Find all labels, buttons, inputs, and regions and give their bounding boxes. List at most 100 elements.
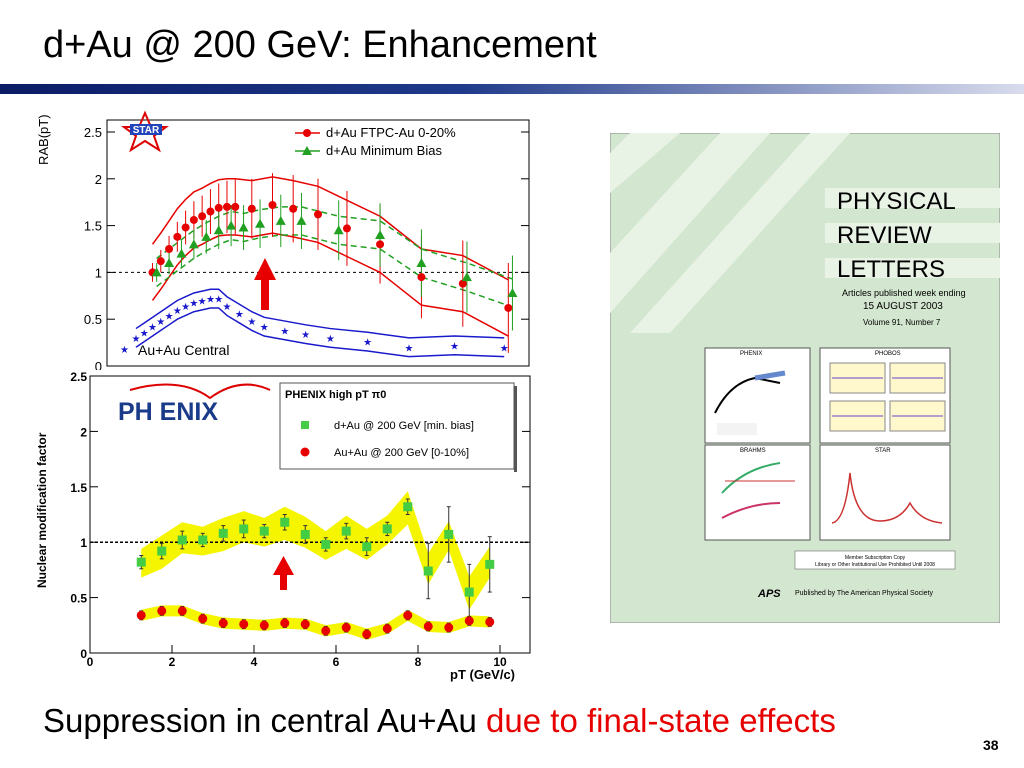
svg-text:STAR: STAR bbox=[133, 125, 160, 136]
svg-text:STAR: STAR bbox=[875, 448, 891, 454]
data-point-star: ★ bbox=[326, 334, 335, 345]
star-logo: STAR bbox=[121, 110, 169, 153]
data-point-circle bbox=[165, 245, 174, 253]
data-point-circle bbox=[247, 204, 256, 213]
svg-text:BRAHMS: BRAHMS bbox=[740, 448, 766, 454]
data-point-square bbox=[218, 528, 228, 538]
data-point-star: ★ bbox=[247, 317, 256, 328]
star-legend: d+Au FTPC-Au 0-20% d+Au Minimum Bias ★ A… bbox=[120, 125, 456, 358]
data-point-star: ★ bbox=[500, 343, 509, 354]
phenix-x-axis-label: pT (GeV/c) bbox=[450, 667, 515, 682]
cover-title-review: REVIEW bbox=[837, 222, 932, 249]
data-point-star: ★ bbox=[222, 302, 231, 313]
data-point-circle bbox=[181, 223, 190, 232]
phenix-y-axis-label: Nuclear modification factor bbox=[35, 432, 49, 588]
data-point-square bbox=[259, 526, 269, 536]
data-point-circle bbox=[403, 610, 413, 620]
data-point-circle bbox=[341, 623, 351, 633]
star-y-axis-label: RAB(pT) bbox=[36, 114, 51, 165]
data-point-circle bbox=[342, 224, 351, 233]
cover-subtitle: Articles published week ending bbox=[842, 288, 966, 298]
data-point-star: ★ bbox=[301, 330, 310, 341]
data-point-star: ★ bbox=[405, 343, 414, 354]
cover-inset-phenix: PHENIX bbox=[704, 347, 811, 444]
data-point-star: ★ bbox=[131, 334, 140, 345]
slide-caption: Suppression in central Au+Au due to fina… bbox=[43, 702, 836, 740]
data-point-square bbox=[444, 529, 454, 539]
data-point-circle bbox=[417, 273, 426, 282]
cover-publisher: Published by The American Physical Socie… bbox=[795, 590, 933, 597]
data-point-star: ★ bbox=[165, 311, 174, 322]
data-point-star: ★ bbox=[198, 296, 207, 307]
enhancement-arrow-phenix bbox=[273, 556, 294, 590]
y-tick-label: 1 bbox=[80, 536, 87, 550]
data-point-star: ★ bbox=[140, 328, 149, 339]
cover-inset-phobos: PHOBOS bbox=[819, 347, 951, 444]
data-point-square bbox=[198, 535, 208, 545]
y-tick-label: 0.5 bbox=[70, 592, 87, 606]
legend-circle-marker bbox=[303, 129, 311, 137]
data-point-square bbox=[485, 559, 495, 569]
y-tick-label: 0.5 bbox=[84, 312, 102, 327]
data-point-triangle bbox=[213, 225, 224, 235]
data-point-circle bbox=[198, 212, 207, 221]
data-point-star: ★ bbox=[156, 317, 165, 328]
star-chart: 00.511.522.5 ★★★★★★ ★ ★ ★ ★ ★★★★★ ★ ★ ★ ★★ ★ ★ RAB(… bbox=[36, 110, 530, 374]
data-point-triangle bbox=[296, 215, 307, 225]
systematic-band-1 bbox=[141, 605, 490, 640]
star-legend-label-ftpc: d+Au FTPC-Au 0-20% bbox=[326, 125, 456, 140]
data-point-circle bbox=[504, 303, 513, 312]
data-point-triangle bbox=[461, 272, 472, 282]
cover-aps-logo: APS bbox=[757, 588, 781, 600]
y-tick-label: 1.5 bbox=[70, 481, 87, 495]
star-chart-panel: 0 0.5 1 1.5 2 2.5 ★ ★ ★ ★ ★ ★ ★ ★ ★ ★ ★ ★ ★ ★ ★ ★ ★ ★ ★ ★ ★ ★ RAB(… bbox=[30, 110, 540, 374]
data-point-circle bbox=[222, 202, 231, 211]
data-point-circle bbox=[268, 201, 277, 210]
data-point-circle bbox=[485, 617, 495, 627]
data-point-circle bbox=[289, 204, 298, 213]
phenix-legend-label-auau: Au+Au @ 200 GeV [0-10%] bbox=[334, 447, 469, 459]
cover-member-copy-2: Library or Other Institutional Use Prohi… bbox=[815, 562, 935, 568]
page-number: 38 bbox=[983, 737, 999, 753]
data-point-square bbox=[136, 557, 146, 567]
data-point-star: ★ bbox=[214, 295, 223, 306]
x-tick-label: 4 bbox=[251, 655, 258, 669]
data-point-triangle bbox=[255, 218, 266, 228]
data-point-triangle bbox=[333, 225, 344, 235]
data-point-star: ★ bbox=[235, 310, 244, 321]
star-legend-label-auau: Au+Au Central bbox=[138, 342, 229, 358]
data-point-square bbox=[362, 542, 372, 552]
data-point-square bbox=[403, 502, 413, 512]
phenix-logo: PH ENIX bbox=[118, 383, 271, 426]
x-tick-label: 10 bbox=[493, 655, 507, 669]
data-point-circle bbox=[177, 606, 187, 616]
data-point-star: ★ bbox=[148, 323, 157, 334]
data-point-square bbox=[177, 535, 187, 545]
data-point-circle bbox=[458, 279, 467, 288]
data-point-triangle bbox=[275, 215, 286, 225]
cover-volume: Volume 91, Number 7 bbox=[863, 318, 941, 327]
data-point-star: ★ bbox=[206, 295, 215, 306]
cover-inset-brahms: BRAHMS bbox=[704, 444, 811, 541]
data-point-circle bbox=[218, 618, 228, 628]
cover-date: 15 AUGUST 2003 bbox=[863, 301, 943, 312]
band-upper-0 bbox=[151, 176, 509, 281]
phenix-legend: PHENIX high pT π0 d+Au @ 200 GeV [min. b… bbox=[279, 382, 517, 472]
data-point-circle bbox=[189, 215, 198, 224]
phenix-legend-title: PHENIX high pT π0 bbox=[285, 389, 386, 401]
svg-text:PHOBOS: PHOBOS bbox=[875, 351, 901, 357]
svg-text:PH ENIX: PH ENIX bbox=[118, 398, 218, 426]
data-point-star: ★ bbox=[181, 302, 190, 313]
data-point-circle bbox=[314, 210, 322, 219]
data-point-circle bbox=[259, 620, 269, 630]
x-tick-label: 8 bbox=[415, 655, 422, 669]
caption-text: Suppression in central Au+Au bbox=[43, 702, 487, 739]
phenix-chart: 0 0.5 1 1.5 2 2.5 0 2 4 6 8 10 Nuclear modificatio… bbox=[35, 370, 531, 682]
data-point-square bbox=[300, 529, 310, 539]
data-point-circle bbox=[239, 619, 249, 629]
data-point-circle bbox=[198, 614, 208, 624]
data-point-circle bbox=[136, 610, 146, 620]
data-point-circle bbox=[423, 621, 433, 631]
data-point-circle bbox=[376, 240, 385, 249]
x-tick-label: 6 bbox=[333, 655, 340, 669]
